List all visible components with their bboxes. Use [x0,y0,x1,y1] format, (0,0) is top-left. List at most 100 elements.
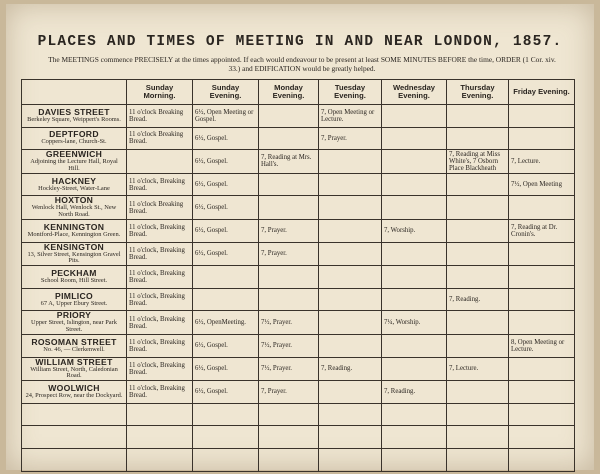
place-cell: PECKHAM School Room, Hill Street. [21,265,127,289]
empty-cell [508,104,575,128]
meeting-cell: 7¼, Worship. [381,310,447,335]
empty-cell [381,241,447,267]
empty-cell [258,447,319,472]
empty-cell [446,104,509,128]
empty-cell [21,402,127,427]
meeting-cell: 7, Open Meeting or Lecture. [318,104,382,128]
meeting-cell: 7, Prayer. [258,241,319,267]
place-address: Hockley-Street, Water-Lane [38,184,110,192]
place-address: 24, Prospect Row, near the Dockyard. [25,392,123,400]
meeting-cell: 6½, OpenMeeting. [192,310,259,335]
table-row: WOOLWICH 24, Prospect Row, near the Docky… [21,380,575,404]
place-name: HOXTON [54,195,94,206]
meeting-cell: 7½, Prayer. [258,333,319,358]
meeting-cell: 11 o'clock, Breaking Bread. [126,287,193,312]
empty-cell [381,265,447,289]
empty-cell [258,265,319,289]
empty-cell [258,172,319,197]
place-address: Berkeley Square, Weippert's Rooms. [27,115,121,123]
place-name: WOOLWICH [48,383,100,394]
title: PLACES AND TIMES OF MEETING IN AND NEAR … [37,34,563,50]
meeting-cell: 6½, Gospel. [192,380,259,404]
column-header: Tuesday Evening. [318,79,382,105]
meeting-cell: 7, Worship. [381,218,447,243]
place-cell: DAVIES STREET Berkeley Square, Weippert's… [21,104,127,128]
place-cell: WOOLWICH 24, Prospect Row, near the Docky… [21,380,127,404]
place-address: Upper Street, Islington, near Park Stree… [31,319,117,334]
meeting-cell: 6½, Gospel. [192,241,259,267]
meeting-cell: 11 o'clock, Breaking Bread. [126,265,193,289]
meeting-cell: 6½, Gospel. [192,356,259,382]
place-address: 13, Silver Street, Kensington Gravel Pit… [27,250,121,265]
meeting-cell: 6½, Gospel. [192,195,259,220]
empty-cell [446,126,509,151]
column-header: Thursday Evening. [446,79,509,105]
table-row: ROSOMAN STREET No. 46, — Clerkenwell. 11 o… [21,333,575,358]
empty-cell [258,425,319,449]
meeting-cell: 7, Reading at Miss White's, 7 Osborn Pla… [446,149,509,174]
place-address: Coppers-lane, Church-St. [41,138,107,146]
empty-cell [508,265,575,289]
empty-cell [508,425,575,449]
empty-cell [126,447,193,472]
meeting-cell: 6½, Open Meeting or Gospel. [192,104,259,128]
place-address: Wenlock Hall, Wenlock St., New North Roa… [31,204,117,219]
empty-cell [192,402,259,427]
place-cell: ROSOMAN STREET No. 46, — Clerkenwell. [21,333,127,358]
meeting-cell: 6½, Gospel. [192,126,259,151]
empty-cell [21,425,127,449]
empty-cell [446,310,509,335]
table-row: HOXTON Wenlock Hall, Wenlock St., New Nor… [21,195,575,220]
empty-cell [446,402,509,427]
empty-cell [126,425,193,449]
meeting-cell: 7, Lecture. [446,356,509,382]
empty-cell [446,218,509,243]
empty-cell [192,447,259,472]
empty-cell [508,356,575,382]
meeting-cell: 6½, Gospel. [192,172,259,197]
empty-cell [126,402,193,427]
table-row: PECKHAM School Room, Hill Street. 11 o'clo… [21,265,575,289]
empty-cell [446,333,509,358]
empty-cell [381,195,447,220]
empty-cell [446,195,509,220]
column-header: Wednesday Evening. [381,79,447,105]
meeting-cell: 7, Reading. [318,356,382,382]
meeting-cell: 11 o'clock, Breaking Bread. [126,218,193,243]
place-cell: KENNINGTON Montford-Place, Kennington Gre… [21,218,127,243]
meeting-cell: 6½, Gospel. [192,333,259,358]
place-name: WILLIAM STREET [35,357,113,367]
empty-cell [21,447,127,472]
empty-cell [381,149,447,174]
meeting-cell: 6½, Gospel. [192,149,259,174]
meeting-cell: 7½, Prayer. [258,356,319,382]
place-cell: HOXTON Wenlock Hall, Wenlock St., New Nor… [21,195,127,220]
empty-cell [318,333,382,358]
table-row: KENNINGTON Montford-Place, Kennington Gre… [21,218,575,243]
empty-cell [381,287,447,312]
blank-row [21,402,575,427]
empty-cell [318,241,382,267]
empty-cell [192,265,259,289]
empty-cell [318,380,382,404]
place-name: KENNINGTON [43,221,105,232]
empty-cell [446,265,509,289]
meeting-cell: 11 o'clock, Breaking Bread. [126,356,193,382]
empty-cell [508,195,575,220]
empty-cell [258,195,319,220]
table-row: DAVIES STREET Berkeley Square, Weippert's… [21,104,575,128]
place-name: GREENWICH [45,149,103,160]
empty-cell [381,356,447,382]
empty-cell [508,241,575,267]
empty-cell [318,402,382,427]
empty-cell [258,104,319,128]
empty-cell [381,104,447,128]
table-row: GREENWICH Adjoining the Lecture Hall, Roy… [21,149,575,174]
meeting-cell: 7, Lecture. [508,149,575,174]
meeting-table: Sunday Morning. Sunday Evening. Monday Eve… [21,79,575,472]
place-address: William Street, North, Caledonian Road. [30,365,118,380]
place-cell: PRIORY Upper Street, Islington, near Park… [21,310,127,335]
meeting-cell: 7, Reading. [381,380,447,404]
column-header: Friday Evening. [508,79,575,105]
place-address: 67 A, Upper Ebury Street. [40,299,108,307]
